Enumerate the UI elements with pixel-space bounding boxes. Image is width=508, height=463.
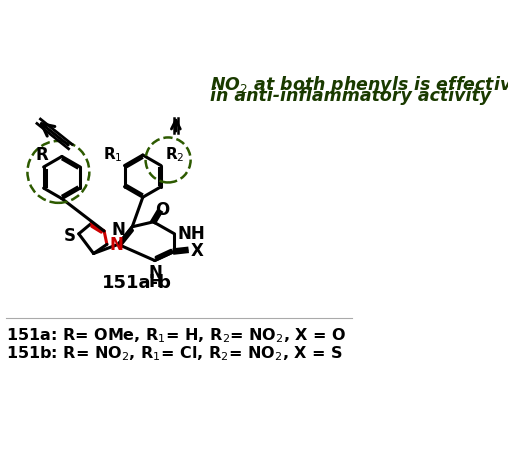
Text: 151a: R= OMe, R$_1$= H, R$_2$= NO$_2$, X = O: 151a: R= OMe, R$_1$= H, R$_2$= NO$_2$, X… [6,325,346,344]
Text: NH: NH [177,225,205,243]
Text: in anti-inflammatory activity: in anti-inflammatory activity [210,87,491,105]
Text: R: R [36,146,49,164]
Text: N: N [148,264,163,282]
Text: 151b: R= NO$_2$, R$_1$= Cl, R$_2$= NO$_2$, X = S: 151b: R= NO$_2$, R$_1$= Cl, R$_2$= NO$_2… [6,344,343,363]
Text: R$_2$: R$_2$ [165,145,184,164]
Text: O: O [154,201,169,219]
Text: H: H [148,272,163,290]
Text: X: X [190,242,204,259]
Text: N: N [109,235,123,253]
Text: N: N [112,220,126,238]
Text: R$_1$: R$_1$ [103,145,122,164]
Text: 151a-b: 151a-b [102,274,172,292]
Text: S: S [64,226,76,244]
Text: NO$_2$ at both phenyls is effective: NO$_2$ at both phenyls is effective [210,74,508,96]
